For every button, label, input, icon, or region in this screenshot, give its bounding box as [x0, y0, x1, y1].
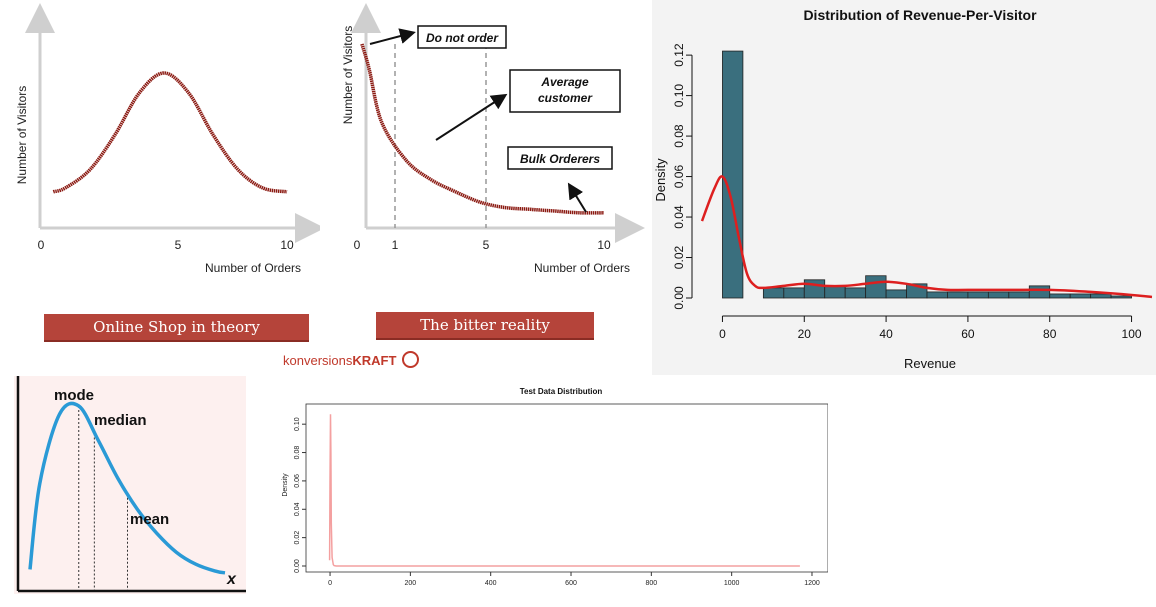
average-label-2: customer [538, 91, 593, 105]
revenue-y-tick-label: 0.10 [672, 84, 686, 108]
revenue-y-tick-label: 0.02 [672, 246, 686, 270]
revenue-bar [885, 289, 907, 299]
average-label-1: Average [540, 75, 589, 89]
revenue-bar [1049, 293, 1071, 299]
test-x-tick-label: 0 [328, 580, 332, 587]
revenue-density-curve [700, 175, 1153, 299]
revenue-x-tick-label: 80 [1043, 327, 1057, 341]
theory-banner: Online Shop in theory [44, 314, 309, 340]
reality-tick-10: 10 [597, 238, 611, 252]
revenue-bar [1069, 293, 1092, 299]
test-y-tick-label: 0.10 [294, 417, 301, 431]
average-box [509, 69, 621, 113]
revenue-bar [844, 287, 867, 299]
reality-chart: Number of Visitors 0 1 5 10 Number of Or… [341, 3, 645, 275]
revenue-x-tick-label: 0 [719, 327, 726, 341]
test-chart: Test Data Distribution Density 0 200 400 60… [282, 387, 828, 587]
test-y-tick-label: 0.06 [294, 474, 301, 488]
revenue-bar [865, 275, 887, 299]
revenue-chart: Distribution of Revenue-Per-Visitor 0 20 4… [652, 0, 1156, 375]
test-y-tick-label: 0.08 [294, 446, 301, 460]
reality-tick-1: 1 [392, 238, 399, 252]
revenue-bar [987, 291, 1010, 299]
test-x-tick-label: 1000 [724, 580, 740, 587]
test-y-tick-label: 0.04 [294, 502, 301, 516]
do-not-order-box [417, 25, 507, 49]
test-y-tick-label: 0.00 [294, 559, 301, 573]
test-x-tick-label: 200 [405, 580, 417, 587]
test-x-tick-label: 400 [485, 580, 497, 587]
revenue-bar [783, 287, 805, 299]
reality-banner: The bitter reality [376, 312, 594, 338]
revenue-y-tick-label: 0.08 [672, 124, 686, 148]
test-title: Test Data Distribution [520, 387, 603, 396]
revenue-bar [722, 50, 744, 299]
theory-ylabel: Number of Visitors [15, 86, 29, 184]
skew-chart: mode median mean x [14, 376, 246, 594]
revenue-y-tick-label: 0.12 [672, 43, 686, 67]
revenue-bar [803, 279, 826, 299]
do-not-order-arrow [369, 28, 416, 45]
theory-tick-0: 0 [38, 238, 45, 252]
revenue-bar [926, 291, 948, 299]
revenue-x-tick-label: 100 [1122, 327, 1142, 341]
mean-label: mean [130, 511, 169, 528]
theory-curve [52, 71, 288, 194]
test-x-tick-label: 1200 [804, 580, 820, 587]
do-not-order-label: Do not order [426, 31, 499, 45]
revenue-bar [1008, 291, 1030, 299]
revenue-bar [824, 285, 846, 299]
reality-ylabel: Number of Visitors [341, 26, 355, 124]
revenue-bar [1028, 285, 1051, 299]
theory-chart: Number of Visitors 0 5 10 Number of Orde… [15, 3, 320, 275]
revenue-title: Distribution of Revenue-Per-Visitor [803, 7, 1037, 23]
brand-mark-icon [402, 351, 420, 368]
test-plot-frame [305, 403, 828, 573]
revenue-bar [947, 291, 969, 299]
theory-xlabel: Number of Orders [205, 261, 301, 275]
reality-curve [360, 43, 605, 215]
test-y-tick-label: 0.02 [294, 531, 301, 545]
bulk-arrow [567, 182, 587, 213]
reality-tick-5: 5 [483, 238, 490, 252]
revenue-bar [762, 287, 785, 299]
reality-tick-0: 0 [354, 238, 361, 252]
revenue-bar [967, 291, 989, 299]
theory-tick-10: 10 [280, 238, 294, 252]
revenue-bar [1110, 295, 1132, 299]
skew-curve [28, 401, 226, 575]
bulk-box [507, 146, 613, 170]
brand-bold: KRAFT [352, 353, 397, 368]
revenue-x-tick-label: 40 [879, 327, 893, 341]
revenue-y-tick-label: 0.06 [672, 165, 686, 189]
test-x-tick-label: 600 [565, 580, 577, 587]
revenue-y-tick-label: 0.00 [672, 286, 686, 310]
reality-xlabel: Number of Orders [534, 261, 630, 275]
revenue-ylabel: Density [653, 158, 668, 202]
test-x-tick-label: 800 [645, 580, 657, 587]
brand-logo: konversionsKRAFT [283, 351, 420, 368]
bulk-label: Bulk Orderers [520, 152, 600, 166]
revenue-x-tick-label: 60 [961, 327, 975, 341]
revenue-xlabel: Revenue [904, 356, 956, 371]
revenue-y-tick-label: 0.04 [672, 205, 686, 229]
brand-light: konversions [283, 353, 353, 368]
test-density-line [328, 414, 800, 567]
test-ylabel: Density [282, 473, 289, 497]
theory-tick-5: 5 [175, 238, 182, 252]
average-arrow [435, 93, 508, 141]
median-label: median [94, 412, 147, 429]
revenue-bar [1090, 293, 1112, 299]
mode-label: mode [54, 387, 94, 404]
x-axis-letter: x [226, 571, 237, 588]
revenue-x-tick-label: 20 [798, 327, 812, 341]
